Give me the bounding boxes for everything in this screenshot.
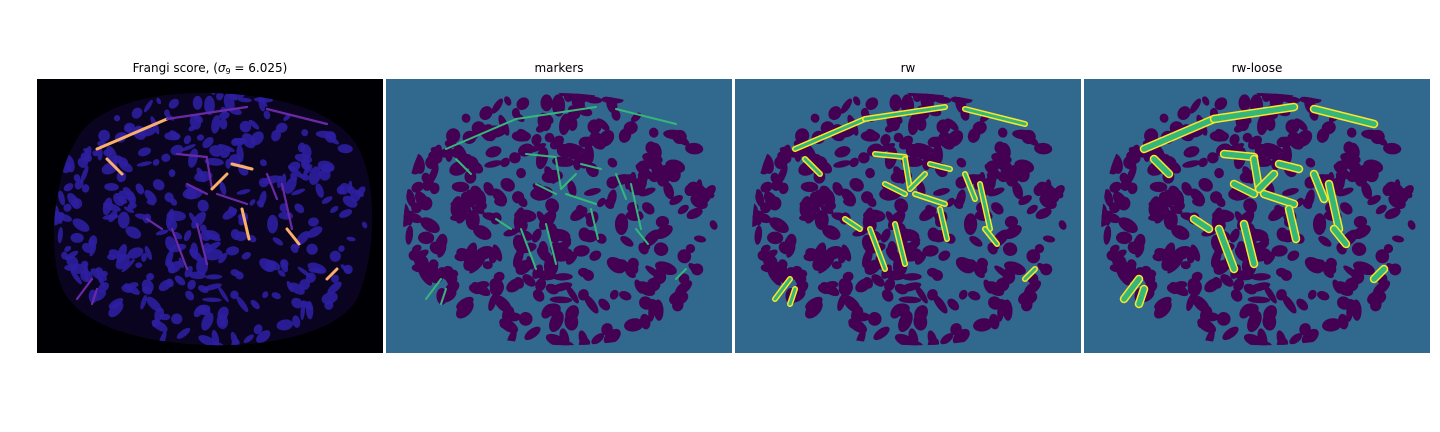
frangi-score-image [37,79,383,353]
panel-frangi [37,79,383,353]
rw-image [735,79,1081,353]
panel-title-rw: rw [900,61,916,75]
panel-rw [735,79,1081,353]
markers-image [386,79,732,353]
panel-title-markers: markers [534,61,584,75]
panel-title-frangi: Frangi score, (σ9 = 6.025) [132,61,288,76]
rw-loose-image [1084,79,1430,353]
panel-title-rw-loose: rw-loose [1231,61,1283,75]
panel-rw-loose [1084,79,1430,353]
panel-markers [386,79,732,353]
